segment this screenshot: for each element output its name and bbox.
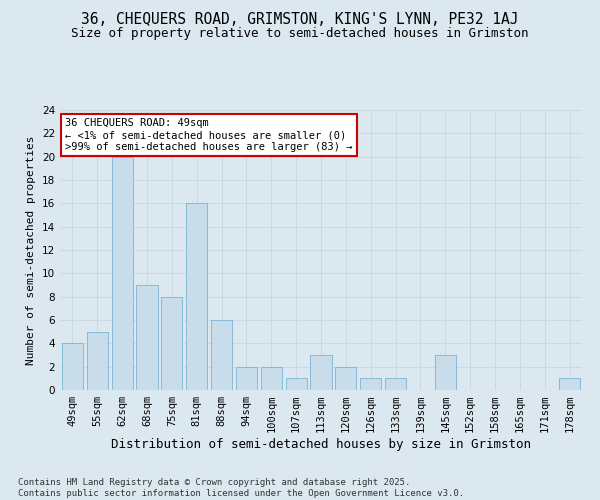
- Bar: [360, 378, 381, 390]
- Bar: [261, 366, 282, 390]
- Text: Size of property relative to semi-detached houses in Grimston: Size of property relative to semi-detach…: [71, 28, 529, 40]
- Bar: [161, 296, 182, 390]
- Bar: [286, 378, 307, 390]
- Bar: [136, 285, 158, 390]
- Bar: [559, 378, 580, 390]
- Y-axis label: Number of semi-detached properties: Number of semi-detached properties: [26, 135, 37, 365]
- Bar: [435, 355, 456, 390]
- Bar: [211, 320, 232, 390]
- Bar: [112, 156, 133, 390]
- Bar: [385, 378, 406, 390]
- Bar: [87, 332, 108, 390]
- Text: 36, CHEQUERS ROAD, GRIMSTON, KING'S LYNN, PE32 1AJ: 36, CHEQUERS ROAD, GRIMSTON, KING'S LYNN…: [81, 12, 519, 28]
- Bar: [236, 366, 257, 390]
- Text: Contains HM Land Registry data © Crown copyright and database right 2025.
Contai: Contains HM Land Registry data © Crown c…: [18, 478, 464, 498]
- Text: 36 CHEQUERS ROAD: 49sqm
← <1% of semi-detached houses are smaller (0)
>99% of se: 36 CHEQUERS ROAD: 49sqm ← <1% of semi-de…: [65, 118, 353, 152]
- X-axis label: Distribution of semi-detached houses by size in Grimston: Distribution of semi-detached houses by …: [111, 438, 531, 451]
- Bar: [335, 366, 356, 390]
- Bar: [62, 344, 83, 390]
- Bar: [310, 355, 332, 390]
- Bar: [186, 204, 207, 390]
